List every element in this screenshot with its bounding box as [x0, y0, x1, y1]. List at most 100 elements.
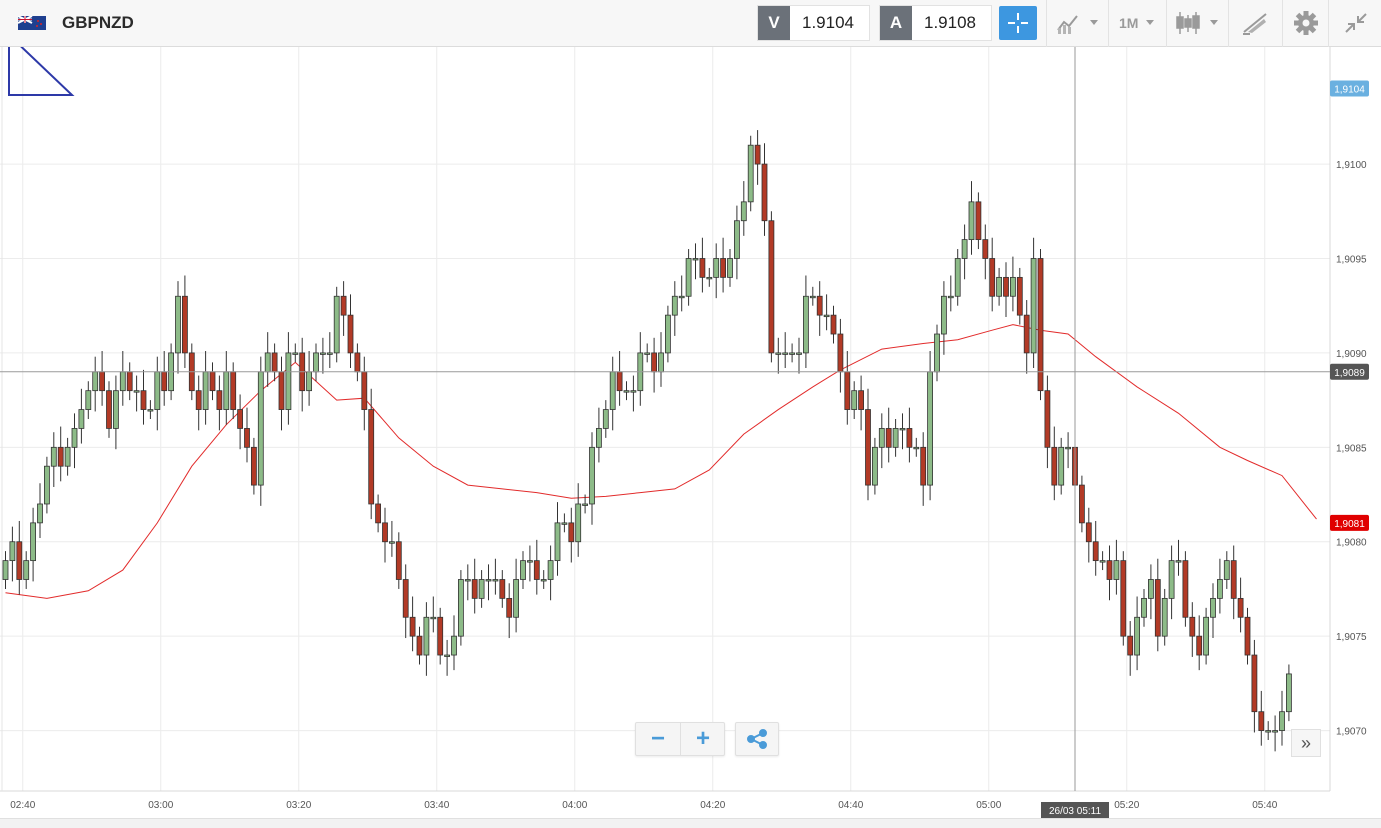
candle-body: [237, 409, 244, 429]
candle-body: [713, 258, 720, 278]
scroll-to-latest-button[interactable]: »: [1291, 729, 1321, 757]
candle: [830, 305, 837, 344]
draw-tool-button[interactable]: [1238, 6, 1276, 40]
candle: [506, 583, 513, 639]
candle-body: [775, 352, 782, 355]
sell-price-button[interactable]: V 1.9104: [757, 5, 870, 41]
timeframe-dropdown[interactable]: 1M: [1112, 6, 1162, 40]
candle: [1106, 545, 1113, 601]
candle: [354, 343, 361, 382]
candle: [540, 570, 547, 589]
x-tick-label: 03:40: [424, 800, 449, 811]
candle: [230, 362, 237, 419]
candle: [430, 596, 437, 633]
price-tag-last: 1,9081: [1330, 514, 1369, 531]
candle: [347, 294, 354, 369]
candle: [568, 507, 575, 563]
share-button[interactable]: [735, 722, 779, 756]
candle: [9, 526, 16, 582]
candle-body: [727, 258, 733, 278]
candle: [982, 224, 989, 280]
price-tag-label: 1,9081: [1334, 519, 1365, 530]
candle-body: [230, 371, 237, 410]
zoom-out-button[interactable]: −: [650, 725, 665, 752]
candle: [596, 407, 602, 463]
candle-body: [85, 390, 92, 410]
divider: [680, 723, 681, 755]
candle-body: [872, 446, 878, 486]
gear-icon: [1294, 11, 1318, 35]
x-tick-label: 04:20: [700, 800, 725, 811]
candle-body: [202, 371, 209, 410]
candle-body: [885, 428, 892, 448]
candle: [658, 332, 664, 387]
candle-body: [803, 295, 809, 354]
candle: [319, 337, 326, 374]
candle: [244, 407, 250, 463]
candle: [237, 394, 244, 450]
candle-body: [1030, 258, 1037, 354]
toolbar: GBPNZD V 1.9104 A 1.9108 1M: [0, 0, 1381, 47]
candle: [175, 281, 181, 374]
chevron-down-icon: [1210, 20, 1218, 25]
candle: [44, 456, 50, 514]
candle-body: [1016, 276, 1023, 316]
candle: [878, 413, 885, 469]
candle-body: [623, 390, 630, 393]
chart-type-dropdown[interactable]: [1172, 6, 1222, 40]
candle: [292, 343, 299, 363]
candle-body: [78, 409, 85, 429]
price-chart[interactable]: 26/03 05:11 1,90701,90751,90801,90851,90…: [0, 47, 1381, 818]
candle: [989, 237, 996, 312]
candle: [216, 375, 223, 431]
settings-button[interactable]: [1290, 6, 1324, 40]
candle-body: [1120, 560, 1127, 637]
crosshair: 26/03 05:11: [0, 47, 1330, 818]
candle: [961, 224, 968, 280]
triangle-drawing[interactable]: [8, 47, 75, 96]
candle: [299, 337, 306, 412]
candle-body: [685, 258, 692, 297]
candle-body: [947, 295, 954, 299]
candle-body: [1051, 446, 1058, 486]
collapse-button[interactable]: [1336, 6, 1376, 40]
candle-body: [720, 258, 726, 278]
candle-body: [264, 352, 271, 373]
candle-body: [1196, 635, 1203, 656]
candle: [437, 607, 444, 665]
candle-body: [492, 579, 499, 582]
candle: [1189, 602, 1196, 657]
candle: [1113, 539, 1120, 595]
candle: [271, 343, 278, 382]
candle-body: [892, 428, 899, 448]
candle-body: [747, 144, 754, 203]
candle-body: [361, 371, 368, 410]
candle-body: [306, 371, 313, 392]
price-axis: 1,9070 1,9075 1,9080 1,9085 1,9090 1,9095 1,91…: [1330, 80, 1369, 738]
candle-body: [913, 446, 920, 450]
candle: [706, 267, 713, 287]
candle: [140, 369, 147, 425]
candle: [471, 558, 478, 614]
candle: [1037, 249, 1044, 401]
candle: [195, 375, 202, 431]
candle: [789, 343, 795, 363]
zoom-in-button[interactable]: +: [695, 725, 710, 752]
candle: [665, 305, 671, 363]
buy-price-button[interactable]: A 1.9108: [879, 5, 992, 41]
candle: [1134, 596, 1140, 671]
candle: [1030, 237, 1037, 369]
candle-body: [975, 201, 982, 241]
candle: [250, 437, 257, 495]
crosshair-button[interactable]: [999, 6, 1037, 40]
candle: [16, 520, 23, 595]
candle-body: [678, 295, 685, 299]
indicators-button[interactable]: [1054, 6, 1104, 40]
candle: [609, 356, 616, 431]
candle-body: [954, 258, 961, 297]
flag-gbpnzd-icon: [18, 16, 46, 30]
candle-body: [423, 616, 430, 656]
candle-body: [761, 163, 768, 222]
candle: [423, 602, 430, 676]
candle: [858, 375, 864, 431]
